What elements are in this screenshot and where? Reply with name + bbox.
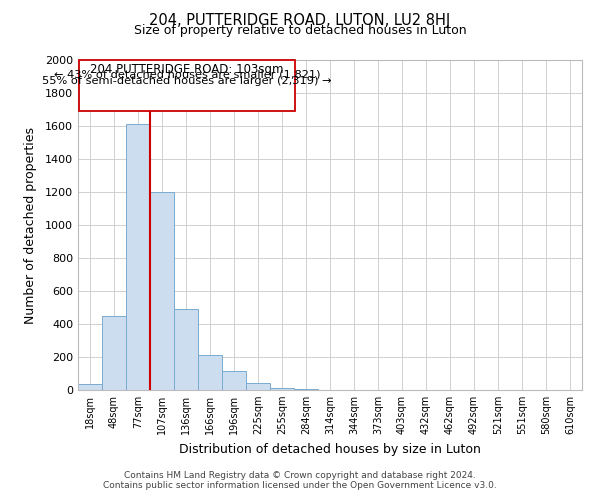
Text: 55% of semi-detached houses are larger (2,319) →: 55% of semi-detached houses are larger (… xyxy=(43,76,332,86)
Text: Contains HM Land Registry data © Crown copyright and database right 2024.: Contains HM Land Registry data © Crown c… xyxy=(124,471,476,480)
Text: Contains public sector information licensed under the Open Government Licence v3: Contains public sector information licen… xyxy=(103,481,497,490)
Text: 204, PUTTERIDGE ROAD, LUTON, LU2 8HJ: 204, PUTTERIDGE ROAD, LUTON, LU2 8HJ xyxy=(149,12,451,28)
X-axis label: Distribution of detached houses by size in Luton: Distribution of detached houses by size … xyxy=(179,442,481,456)
Text: ← 43% of detached houses are smaller (1,821): ← 43% of detached houses are smaller (1,… xyxy=(54,70,320,80)
Bar xyxy=(294,389,318,390)
Bar xyxy=(174,309,198,390)
Y-axis label: Number of detached properties: Number of detached properties xyxy=(23,126,37,324)
FancyBboxPatch shape xyxy=(79,60,295,111)
Bar xyxy=(126,124,150,390)
Bar xyxy=(102,316,126,390)
Text: Size of property relative to detached houses in Luton: Size of property relative to detached ho… xyxy=(134,24,466,37)
Bar xyxy=(198,356,222,390)
Bar xyxy=(150,192,174,390)
Bar xyxy=(246,382,270,390)
Bar xyxy=(222,371,246,390)
Text: 204 PUTTERIDGE ROAD: 103sqm: 204 PUTTERIDGE ROAD: 103sqm xyxy=(91,64,284,76)
Bar xyxy=(270,388,294,390)
Bar xyxy=(78,384,102,390)
